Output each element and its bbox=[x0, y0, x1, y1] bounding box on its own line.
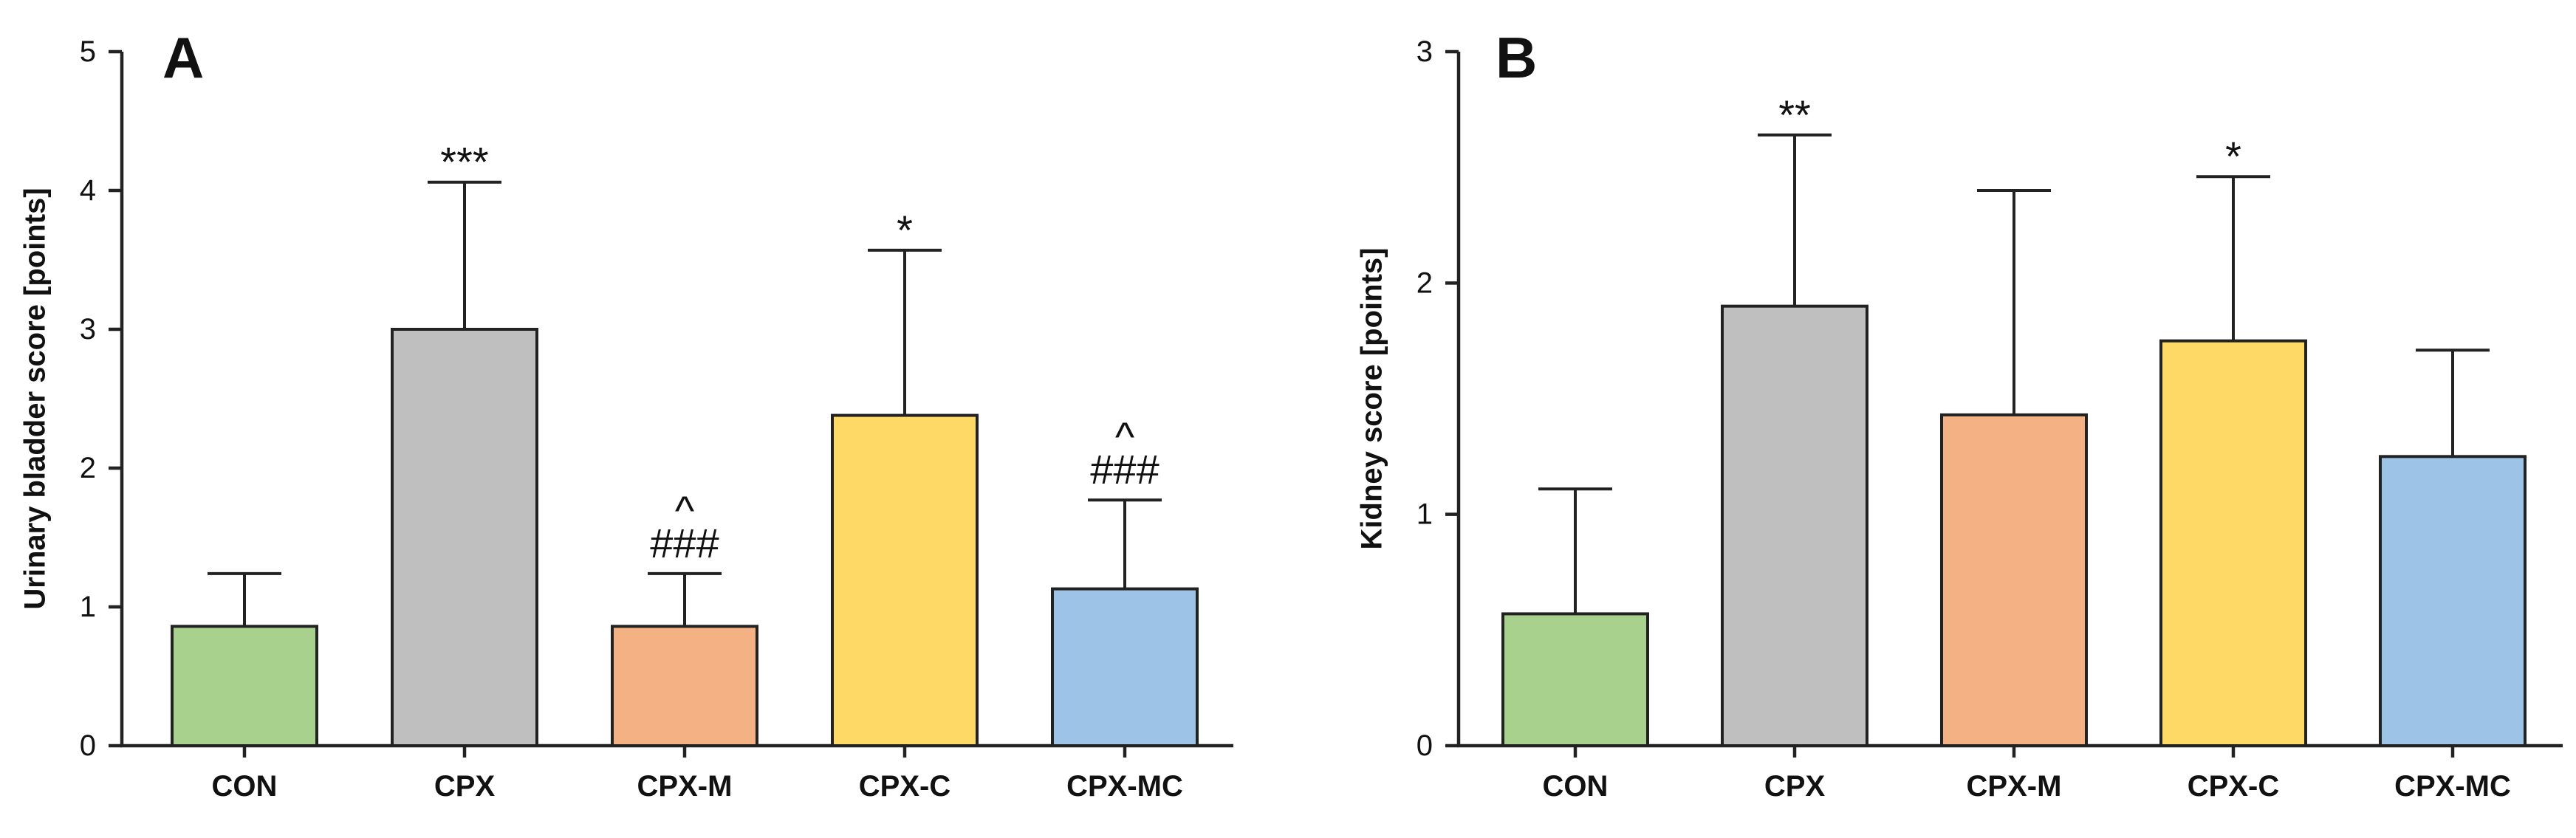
bar-cpx-mc bbox=[1051, 587, 1199, 747]
significance-label: ### bbox=[1090, 446, 1159, 492]
y-tick-label: 2 bbox=[80, 452, 96, 484]
y-tick-label: 1 bbox=[1417, 498, 1433, 531]
x-tick-label: CPX-MC bbox=[2394, 770, 2511, 803]
panel-A: A Urinary bladder score [points] 0 1 2 3 4 5 CON… bbox=[19, 25, 1233, 803]
x-tick-label: CPX-MC bbox=[1066, 770, 1183, 803]
y-tick-label: 2 bbox=[1417, 267, 1433, 299]
bar-cpx-c bbox=[831, 413, 979, 747]
y-tick-label: 0 bbox=[1417, 729, 1433, 762]
bar-cpx bbox=[391, 328, 538, 747]
significance-label: * bbox=[897, 207, 913, 253]
significance-label: ^ bbox=[675, 487, 694, 534]
bar-con bbox=[1501, 612, 1649, 748]
significance-label: ** bbox=[1778, 92, 1811, 138]
bar-cpx-c bbox=[2159, 339, 2307, 747]
x-tick-label: CPX bbox=[1764, 770, 1826, 803]
bar-cpx bbox=[1721, 304, 1868, 747]
x-tick-label: CPX bbox=[434, 770, 496, 803]
bar-cpx-m bbox=[611, 625, 758, 747]
y-axis-label: Urinary bladder score [points] bbox=[19, 188, 52, 609]
x-tick-label: CPX-C bbox=[859, 770, 950, 803]
x-tick-label: CON bbox=[212, 770, 278, 803]
x-tick-label: CPX-M bbox=[637, 770, 733, 803]
panel-label: B bbox=[1496, 25, 1537, 90]
significance-label: *** bbox=[440, 139, 488, 185]
significance-label: ### bbox=[650, 520, 719, 566]
x-tick-label: CPX-C bbox=[2188, 770, 2279, 803]
y-tick-label: 3 bbox=[1417, 35, 1433, 68]
bar-cpx-m bbox=[1940, 413, 2088, 748]
y-tick-label: 5 bbox=[80, 35, 96, 68]
y-tick-label: 4 bbox=[80, 174, 96, 207]
panel-label: A bbox=[162, 25, 204, 90]
y-tick-label: 0 bbox=[80, 729, 96, 762]
y-tick-label: 3 bbox=[80, 313, 96, 346]
y-tick-label: 1 bbox=[80, 591, 96, 623]
x-tick-label: CON bbox=[1543, 770, 1609, 803]
bar-con bbox=[171, 625, 318, 747]
significance-label: * bbox=[2225, 133, 2241, 179]
x-tick-label: CPX-M bbox=[1967, 770, 2062, 803]
y-axis-label: Kidney score [points] bbox=[1356, 248, 1388, 550]
bar-cpx-mc bbox=[2379, 455, 2527, 747]
significance-label: ^ bbox=[1115, 413, 1134, 460]
